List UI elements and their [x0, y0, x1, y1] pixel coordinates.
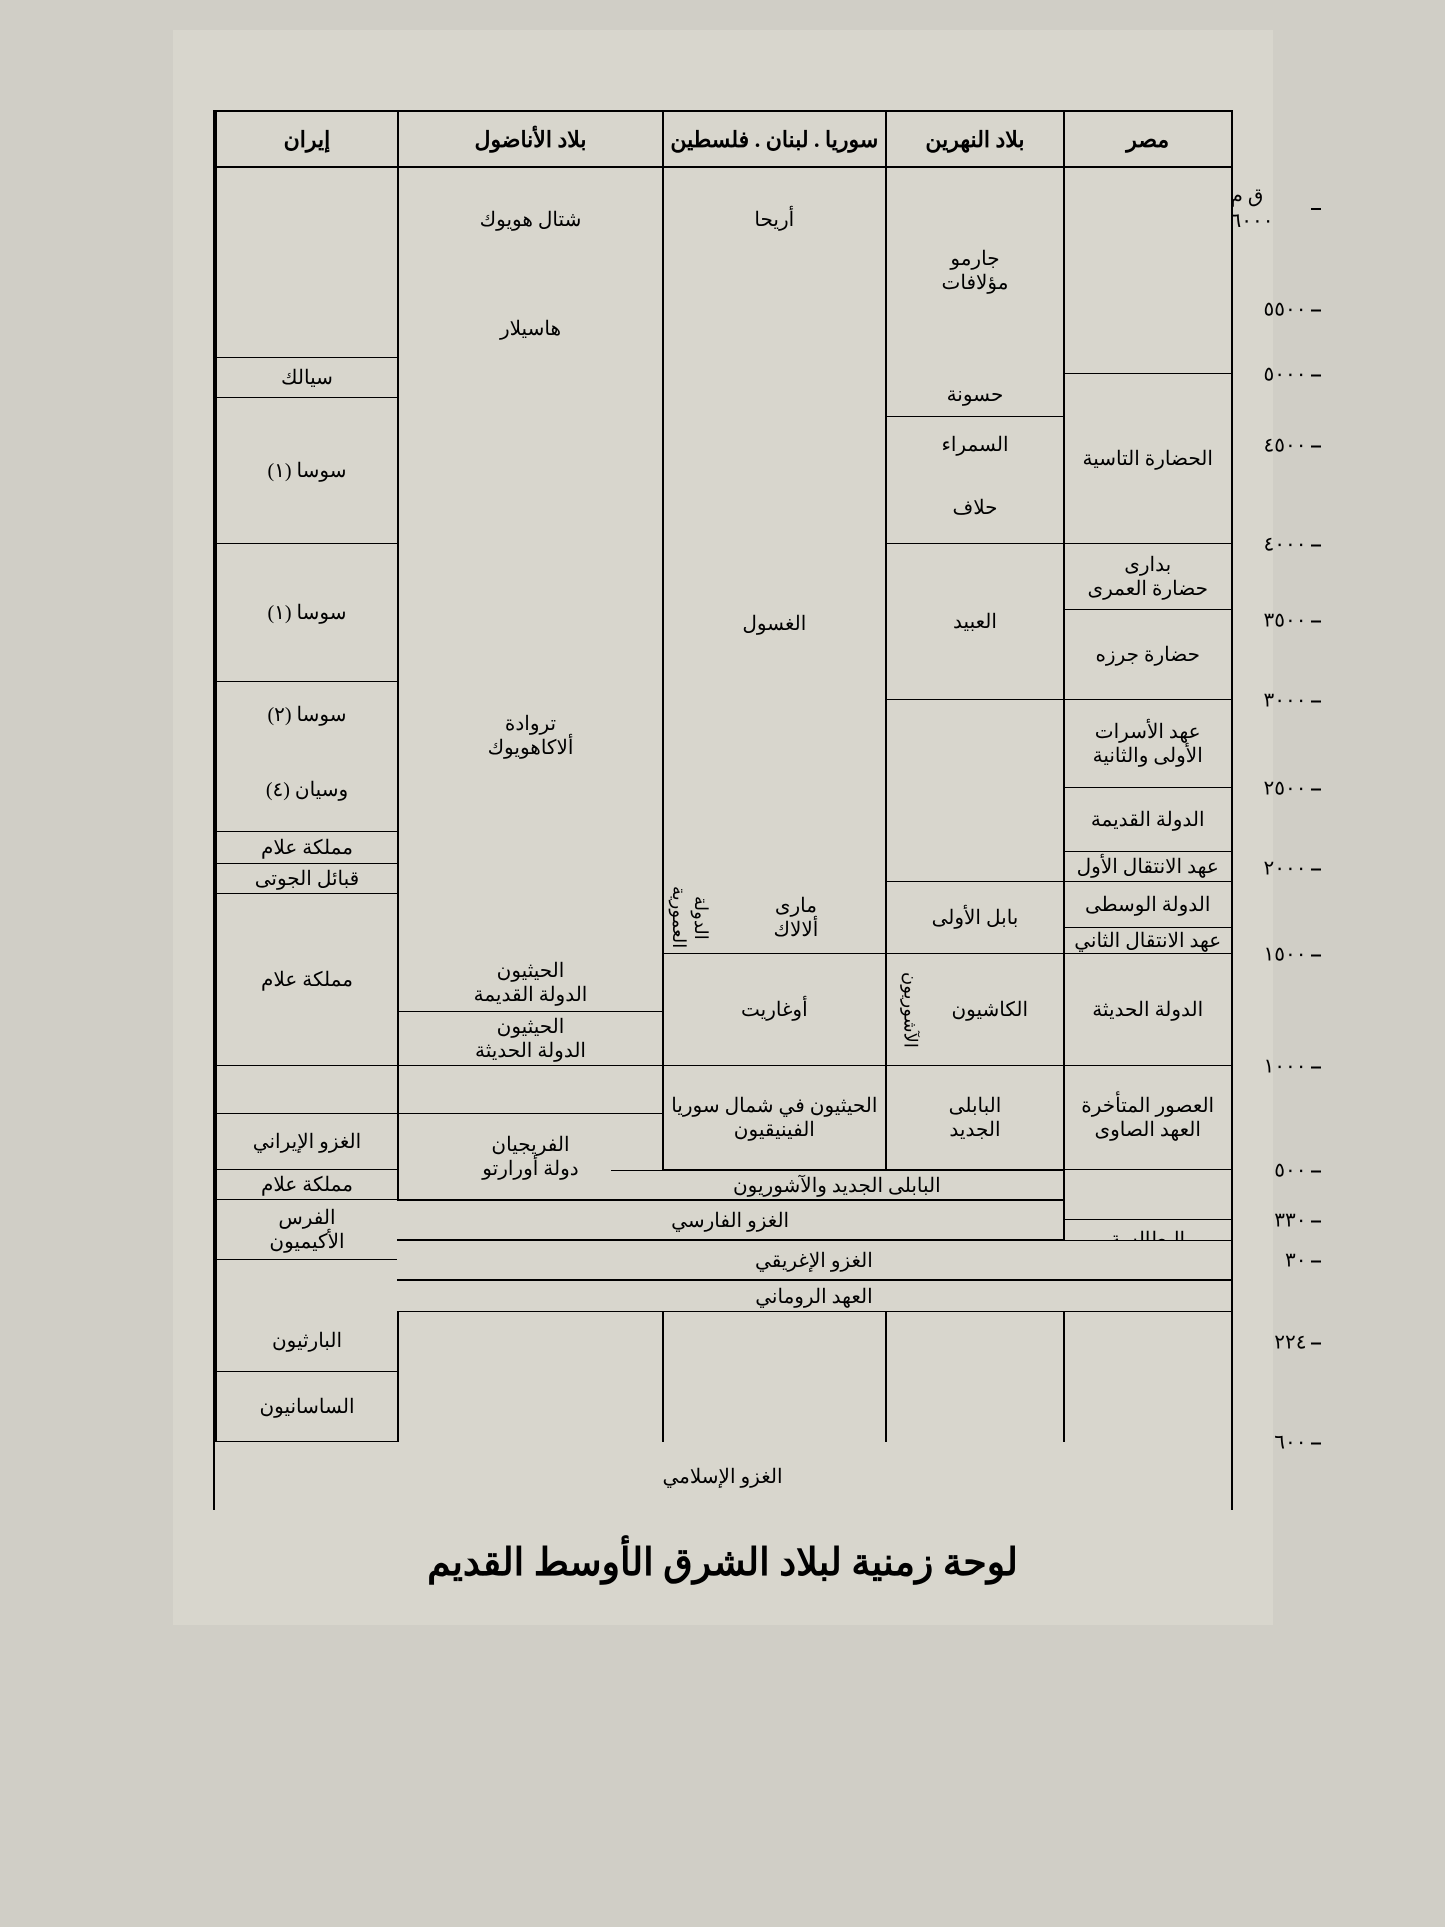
iran-cell: الساسانيون — [217, 1372, 398, 1442]
spanning-bar: الغزو الإغريقي — [397, 1240, 1230, 1280]
iran-cell — [217, 1260, 398, 1310]
spanning-bar: البابلى الجديد والآشوريون — [611, 1170, 1063, 1200]
scale-tick: ١٠٠٠ — [1231, 1054, 1311, 1079]
page: ق م ٦٠٠٠٥٥٠٠٥٠٠٠٤٥٠٠٤٠٠٠٣٥٠٠٣٠٠٠٢٥٠٠٢٠٠٠… — [173, 30, 1273, 1625]
scale-tick: ٣٠ — [1231, 1248, 1311, 1273]
scale-tick: ٥٥٠٠ — [1231, 297, 1311, 322]
header-row — [215, 112, 1231, 168]
scale-tick: ٢٢٤ — [1231, 1330, 1311, 1355]
mesopotamia-cell: حسونة — [887, 374, 1063, 417]
anatolia-cell: تروادةألاكاهويوك — [399, 677, 661, 954]
iran-cell: سيالك — [217, 358, 398, 398]
anatolia-cell: الحيثيونالدولة الحديثة — [399, 1012, 661, 1066]
chart-caption: لوحة زمنية لبلاد الشرق الأوسط القديم — [213, 1540, 1233, 1585]
mesopotamia-cell: الكاشيونالآشوريون — [887, 954, 1063, 1066]
spanning-bar: الغزو الإسلامي — [215, 1442, 1231, 1510]
egypt-cell: الدولة الوسطى — [1065, 882, 1231, 928]
year-scale: ق م ٦٠٠٠ ٥٥٠٠ ٥٠٠٠ ٤٥٠٠ ٤٠٠٠ ٣٥٠٠ ٣٠٠٠ ٢٥٠٠ ٢٠٠٠… — [1231, 112, 1311, 1508]
iran-cell — [217, 1066, 398, 1114]
spanning-bar: الغزو الفارسي — [397, 1200, 1063, 1240]
iran-cell: مملكة علام — [217, 894, 398, 1066]
egypt-cell: الحضارة التاسية — [1065, 374, 1231, 544]
egypt-cell — [1065, 1170, 1231, 1220]
col-iran: إيران سيالكسوسا (١)سوسا (١)سوسا (٢)وسيان… — [215, 112, 398, 1508]
spanning-bar: العهد الروماني — [397, 1280, 1230, 1312]
syria-cell: الحيثيون في شمال سورياالفينيقيون — [664, 1066, 886, 1170]
scale-tick: ٢٠٠٠ — [1231, 856, 1311, 881]
iran-cell: الفرسالأكيميون — [217, 1200, 398, 1260]
iran-cell — [217, 168, 398, 358]
iran-cell: مملكة علام — [217, 1170, 398, 1200]
mesopotamia-cell: حلاف — [887, 472, 1063, 544]
egypt-cell: الدولة الحديثة — [1065, 954, 1231, 1066]
scale-tick: ١٥٠٠ — [1231, 942, 1311, 967]
egypt-cell: حضارة جرزه — [1065, 610, 1231, 700]
iran-cell: البارثيون — [217, 1310, 398, 1372]
iran-cell: وسيان (٤) — [217, 748, 398, 832]
anatolia-cell: هاسيلار — [399, 317, 661, 677]
egypt-cell: عهد الانتقال الأول — [1065, 852, 1231, 882]
scale-tick: ٣٥٠٠ — [1231, 608, 1311, 633]
syria-cell: أوغاريت — [664, 954, 886, 1066]
mesopotamia-cell: العبيد — [887, 544, 1063, 700]
iran-cell: قبائل الجوتى — [217, 864, 398, 894]
egypt-cell: عهد الأسراتالأولى والثانية — [1065, 700, 1231, 788]
scale-tick: ٣٣٠ — [1231, 1208, 1311, 1233]
mesopotamia-cell: السمراء — [887, 417, 1063, 472]
scale-tick: ٢٥٠٠ — [1231, 776, 1311, 801]
anatolia-cell: الحيثيونالدولة القديمة — [399, 954, 661, 1012]
iran-cell: سوسا (١) — [217, 544, 398, 682]
scale-tick: ٣٠٠٠ — [1231, 688, 1311, 713]
scale-tick: ٤٠٠٠ — [1231, 532, 1311, 557]
anatolia-cell — [399, 1066, 661, 1114]
syria-cell: أريحا — [664, 168, 886, 544]
timeline-chart: ق م ٦٠٠٠٥٥٠٠٥٠٠٠٤٥٠٠٤٠٠٠٣٥٠٠٣٠٠٠٢٥٠٠٢٠٠٠… — [213, 110, 1233, 1510]
scale-tick: ٦٠٠ — [1231, 1430, 1311, 1455]
scale-tick: ٥٠٠ — [1231, 1158, 1311, 1183]
mesopotamia-cell: جارمومؤلافات — [887, 168, 1063, 374]
egypt-cell: الدولة القديمة — [1065, 788, 1231, 852]
syria-cell: الغسول — [664, 544, 886, 882]
egypt-cell: العصور المتأخرةالعهد الصاوى — [1065, 1066, 1231, 1170]
scale-tick: ق م ٦٠٠٠ — [1231, 183, 1311, 233]
iran-cell: سوسا (١) — [217, 398, 398, 544]
scale-tick: ٥٠٠٠ — [1231, 362, 1311, 387]
mesopotamia-cell: بابل الأولى — [887, 882, 1063, 954]
scale-tick: ٤٥٠٠ — [1231, 433, 1311, 458]
mesopotamia-cell: البابلىالجديد — [887, 1066, 1063, 1170]
iran-cell: مملكة علام — [217, 832, 398, 864]
egypt-cell: بدارىحضارة العمرى — [1065, 544, 1231, 610]
syria-cell: مارىألالاكالدولة العمورية — [664, 882, 886, 954]
iran-cell: الغزو الإيراني — [217, 1114, 398, 1170]
anatolia-cell: شتال هويوك — [399, 168, 661, 317]
egypt-cell: عهد الانتقال الثاني — [1065, 928, 1231, 954]
mesopotamia-cell — [887, 700, 1063, 882]
iran-cell: سوسا (٢) — [217, 682, 398, 748]
egypt-cell — [1065, 168, 1231, 374]
